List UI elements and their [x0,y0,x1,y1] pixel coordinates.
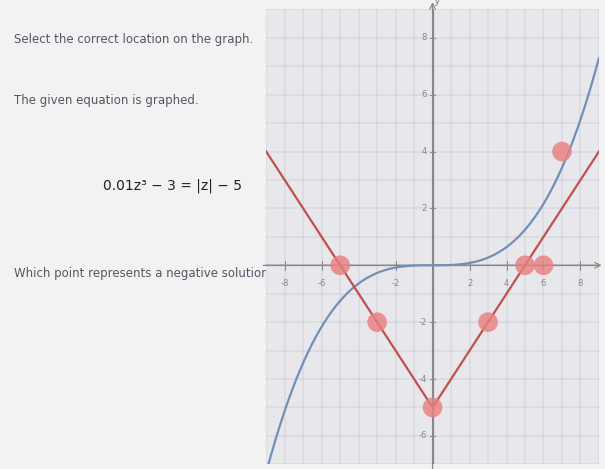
Text: 8: 8 [422,33,427,42]
Text: 6: 6 [422,90,427,99]
Text: -8: -8 [281,280,289,288]
Text: Which point represents a negative solution for x?: Which point represents a negative soluti… [14,267,306,280]
Text: y: y [434,0,440,6]
Text: 8: 8 [578,280,583,288]
Text: The given equation is graphed.: The given equation is graphed. [14,94,198,107]
Text: -2: -2 [419,318,427,326]
Text: 4: 4 [422,147,427,156]
Point [335,262,345,269]
Text: 2: 2 [467,280,472,288]
Text: -6: -6 [318,280,326,288]
Text: -4: -4 [419,375,427,384]
Text: -6: -6 [419,431,427,440]
Text: 0.01z³ − 3 = |z| − 5: 0.01z³ − 3 = |z| − 5 [103,178,242,193]
Text: 6: 6 [541,280,546,288]
Point [557,148,567,155]
Point [483,318,493,326]
Point [520,262,530,269]
Text: 4: 4 [504,280,509,288]
Text: Select the correct location on the graph.: Select the correct location on the graph… [14,33,253,46]
Text: 2: 2 [422,204,427,213]
Point [428,404,437,411]
Point [538,262,548,269]
Text: -2: -2 [391,280,400,288]
Point [372,318,382,326]
